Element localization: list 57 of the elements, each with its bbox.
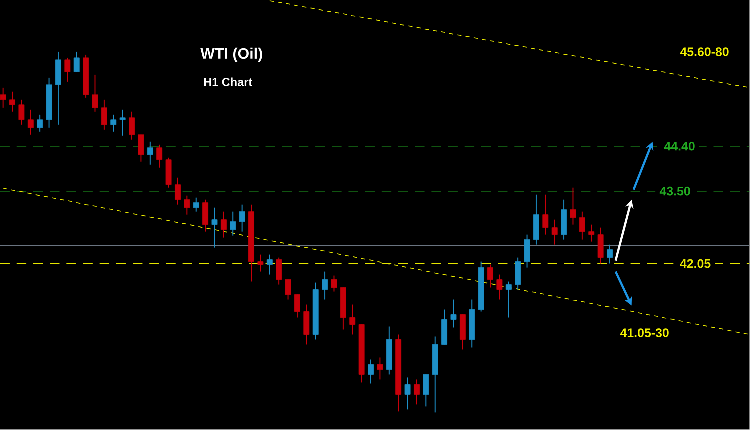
candlestick: [156, 144, 163, 168]
candlestick: [294, 294, 300, 318]
candlestick: [368, 359, 374, 384]
candlestick: [496, 274, 503, 300]
ref-line-label: 42.05: [680, 259, 711, 268]
candlestick: [450, 299, 457, 328]
candlestick: [193, 197, 200, 212]
candlestick: [64, 57, 71, 82]
text: WTI (Oil): [200, 48, 262, 62]
candlestick: [542, 194, 549, 236]
candlestick: [147, 141, 154, 166]
candlestick: [184, 195, 190, 216]
candlestick: [258, 254, 264, 272]
annotation: 41.05-30: [620, 328, 669, 338]
candlestick: [285, 279, 292, 300]
candlestick: [239, 204, 246, 232]
candlestick: [212, 207, 218, 248]
candlestick: [202, 199, 209, 232]
candlestick: [404, 377, 411, 410]
text: H1 Chart: [204, 78, 252, 86]
candlestick: [331, 275, 338, 292]
candlestick: [110, 114, 117, 132]
candlestick: [10, 91, 16, 112]
candlestick: [74, 51, 80, 72]
candlestick: [92, 74, 98, 112]
candlestick: [515, 257, 522, 290]
candlestick: [0, 87, 6, 108]
candlestick: [552, 219, 558, 246]
candlestick: [524, 234, 530, 268]
candlestick: [607, 244, 613, 264]
candlestick: [18, 99, 25, 126]
ref-line-label: 44.40: [664, 142, 695, 151]
candlestick: [129, 111, 135, 140]
candlestick: [101, 99, 108, 130]
candlestick: [276, 257, 282, 286]
candlestick: [570, 187, 576, 226]
candlestick: [579, 211, 586, 240]
candlestick: [488, 264, 494, 288]
candlestick: [220, 211, 227, 238]
candlestick: [414, 379, 420, 406]
candlestick: [138, 134, 144, 162]
candlestick: [304, 304, 310, 346]
candlestick: [28, 109, 34, 136]
candlestick: [350, 304, 356, 336]
candlestick: [175, 177, 181, 206]
ref-line-label: 43.50: [660, 186, 690, 196]
candlestick: [266, 254, 273, 276]
candlestick: [598, 227, 604, 264]
candlestick: [120, 109, 126, 136]
candlestick: [230, 211, 236, 236]
candlestick: [377, 357, 384, 380]
candlestick: [588, 224, 595, 242]
candlestick: [423, 374, 430, 408]
candlestick: [37, 114, 44, 132]
candlestick: [506, 281, 512, 318]
annotation: 45.60-80: [680, 48, 729, 56]
candlestick: [322, 271, 328, 300]
